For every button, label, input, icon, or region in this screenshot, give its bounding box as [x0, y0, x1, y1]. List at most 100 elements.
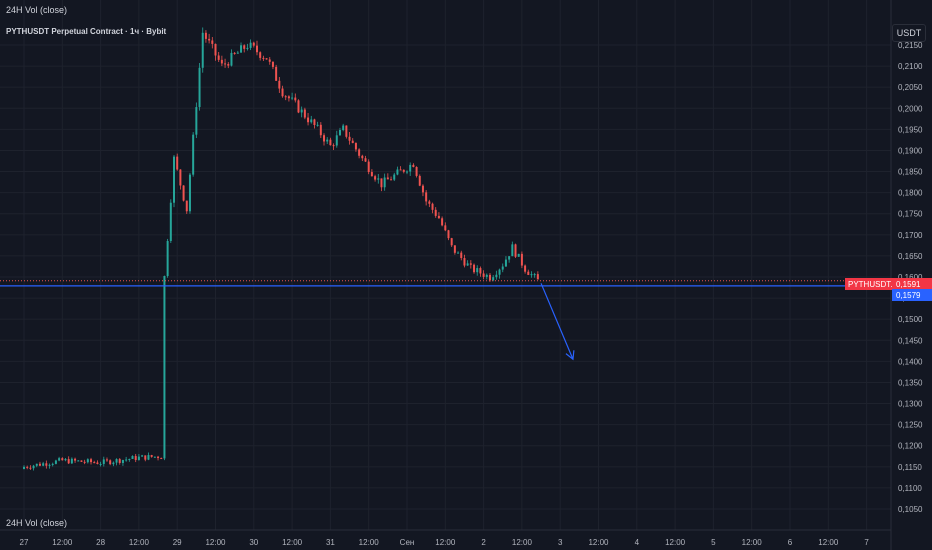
time-tick-label: 29 — [173, 538, 182, 547]
price-tick-label: 0,1200 — [898, 442, 923, 451]
candle-body — [90, 459, 93, 463]
candle-body — [453, 245, 456, 253]
price-tick-label: 0,2150 — [898, 41, 923, 50]
candle-body — [67, 459, 70, 464]
candle-body — [147, 455, 150, 460]
arrow-shaft — [540, 283, 574, 360]
candle-body — [217, 55, 220, 60]
candle-body — [447, 230, 450, 239]
candle-body — [434, 209, 437, 216]
projection-arrow[interactable] — [540, 283, 575, 361]
candle-body — [536, 274, 539, 280]
candle-body — [185, 200, 188, 212]
candle-body — [323, 135, 326, 142]
time-axis[interactable]: 27 12:00 28 12:00 29 12:00 30 12:00 31 12:00 Сен 12… — [20, 538, 870, 547]
candle-body — [354, 143, 357, 150]
candle-body — [482, 273, 485, 277]
time-tick-label: 12:00 — [435, 538, 456, 547]
time-tick-label: 12:00 — [52, 538, 73, 547]
candle-body — [246, 47, 249, 49]
candle-body — [284, 96, 287, 98]
candle-body — [268, 59, 271, 62]
price-tick-label: 0,1850 — [898, 168, 923, 177]
candle-body — [275, 66, 278, 81]
price-tick-label: 0,1450 — [898, 336, 923, 345]
candle-body — [367, 161, 370, 173]
candle-body — [51, 463, 54, 465]
candle-body — [220, 59, 223, 64]
indicator-top-label: 24H Vol (close) — [6, 5, 68, 15]
candle-body — [29, 467, 32, 469]
candle-body — [102, 459, 105, 464]
candle-body — [58, 458, 61, 461]
candle-body — [131, 456, 134, 459]
symbol-title[interactable]: PYTHUSDT Perpetual Contract · 1ч · Bybit — [6, 27, 167, 36]
candle-body — [121, 459, 124, 463]
candle-body — [115, 459, 118, 463]
candle-body — [42, 463, 45, 466]
candle-body — [233, 52, 236, 54]
candle-body — [450, 238, 453, 246]
candle-body — [137, 456, 140, 461]
candle-body — [86, 459, 89, 463]
last-price-bg — [892, 278, 932, 290]
price-axis[interactable]: 0,2150 0,2100 0,2050 0,2000 0,1950 0,1900 0,18… — [898, 41, 923, 514]
price-tick-label: 0,1150 — [898, 463, 922, 472]
candle-body — [412, 164, 415, 167]
candle-body — [431, 203, 434, 210]
candle-body — [141, 455, 144, 457]
time-tick-label: 12:00 — [588, 538, 609, 547]
candle-body — [313, 119, 316, 126]
candle-body — [415, 166, 418, 176]
candle-body — [418, 175, 421, 186]
candle-body — [326, 139, 329, 142]
time-tick-label: 12:00 — [818, 538, 839, 547]
candle-body — [514, 244, 517, 257]
candle-body — [93, 462, 96, 464]
candle-body — [38, 463, 41, 466]
candle-body — [112, 462, 115, 465]
price-tick-label: 0,1050 — [898, 505, 923, 514]
candle-body — [504, 259, 507, 267]
candle-body — [437, 215, 440, 219]
time-tick-label: 30 — [249, 538, 258, 547]
candle-body — [35, 463, 38, 466]
candle-body — [281, 88, 284, 97]
symbol-tag-bg — [845, 278, 892, 290]
candle-body — [476, 268, 479, 273]
candle-body — [300, 109, 303, 113]
time-tick-label: 6 — [788, 538, 793, 547]
candle-body — [364, 158, 367, 162]
candle-body — [520, 253, 523, 266]
candle-body — [204, 32, 207, 39]
time-tick-label: 12:00 — [742, 538, 763, 547]
currency-button[interactable]: USDT — [892, 24, 926, 42]
candle-body — [64, 459, 67, 461]
candle-body — [211, 40, 214, 44]
candle-body — [105, 459, 108, 461]
candle-body — [361, 155, 364, 159]
candle-body — [262, 57, 265, 59]
candle-body — [74, 458, 77, 461]
price-tick-label: 0,1600 — [898, 273, 923, 282]
candle-body — [517, 253, 520, 257]
candle-body — [26, 466, 29, 468]
candle-body — [294, 97, 297, 101]
candle-body — [271, 61, 274, 67]
candle-body — [61, 458, 64, 461]
candle-body — [342, 125, 345, 131]
candle-body — [287, 96, 290, 99]
candle-body — [48, 464, 51, 466]
candle-body — [227, 64, 230, 66]
price-tick-label: 0,1700 — [898, 231, 923, 240]
candle-body — [118, 459, 121, 463]
candle-body — [99, 463, 102, 465]
candle-body — [291, 97, 294, 99]
candle-body — [441, 218, 444, 226]
time-tick-label: 4 — [635, 538, 640, 547]
candle-body — [351, 140, 354, 144]
time-tick-label: 27 — [20, 538, 29, 547]
candle-body — [463, 258, 466, 266]
candle-body — [150, 455, 153, 457]
